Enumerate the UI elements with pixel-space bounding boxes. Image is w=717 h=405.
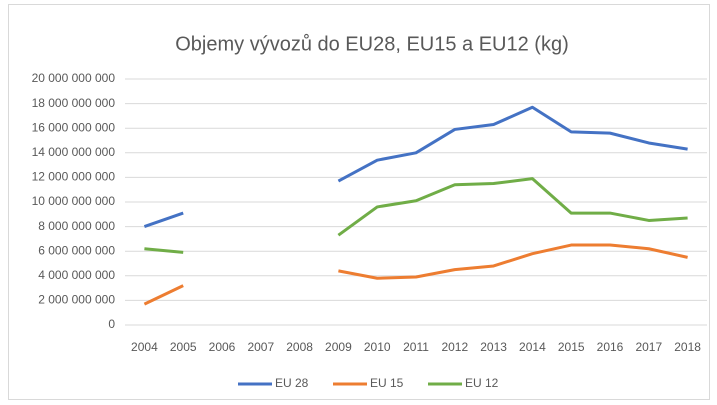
y-tick-label: 4 000 000 000: [38, 268, 115, 282]
series-line: [144, 177, 688, 254]
y-tick-label: 0: [108, 317, 115, 331]
x-tick-label: 2007: [247, 340, 274, 354]
y-tick-label: 20 000 000 000: [32, 71, 116, 85]
y-tick-label: 12 000 000 000: [32, 170, 116, 184]
x-tick-label: 2018: [674, 340, 701, 354]
x-tick-label: 2004: [131, 340, 158, 354]
legend-label: EU 15: [370, 376, 404, 390]
y-tick-label: 6 000 000 000: [38, 243, 115, 257]
x-tick-label: 2015: [558, 340, 585, 354]
x-tick-label: 2011: [403, 340, 429, 354]
x-tick-label: 2006: [209, 340, 236, 354]
chart-title: Objemy vývozů do EU28, EU15 a EU12 (kg): [175, 33, 569, 55]
y-tick-label: 16 000 000 000: [32, 120, 116, 134]
x-tick-label: 2005: [170, 340, 197, 354]
x-tick-label: 2012: [441, 340, 468, 354]
y-tick-label: 10 000 000 000: [32, 194, 116, 208]
x-tick-label: 2016: [597, 340, 624, 354]
series-line: [143, 105, 688, 229]
y-tick-label: 14 000 000 000: [32, 145, 116, 159]
x-tick-label: 2009: [325, 340, 352, 354]
x-tick-label: 2014: [519, 340, 546, 354]
x-tick-label: 2008: [286, 340, 313, 354]
legend-label: EU 12: [465, 376, 499, 390]
y-tick-label: 8 000 000 000: [38, 219, 115, 233]
legend-label: EU 28: [275, 376, 309, 390]
y-tick-label: 2 000 000 000: [38, 293, 115, 307]
y-tick-label: 18 000 000 000: [32, 96, 116, 110]
x-tick-label: 2010: [364, 340, 391, 354]
x-tick-label: 2013: [480, 340, 507, 354]
series-line: [143, 243, 688, 306]
x-tick-label: 2017: [635, 340, 662, 354]
